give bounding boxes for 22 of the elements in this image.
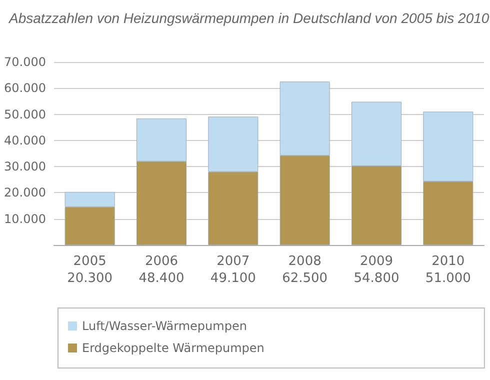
x-tick-label: 2010 — [432, 254, 465, 269]
legend-label: Luft/Wasser-Wärmepumpen — [82, 319, 247, 333]
x-tick-label: 2005 — [73, 254, 106, 269]
x-tick-label: 2009 — [360, 254, 394, 269]
y-tick-label: 10.000 — [4, 212, 46, 226]
x-tick-label: 2008 — [288, 254, 322, 269]
total-label: 20.300 — [67, 271, 113, 286]
x-tick-label: 2007 — [216, 254, 250, 269]
y-tick-label: 30.000 — [4, 160, 46, 174]
y-tick-label: 20.000 — [4, 186, 46, 200]
y-tick-label: 70.000 — [4, 55, 46, 69]
chart-title: Absatzzahlen von Heizungswärmepumpen in Deutschland von 2005 bis 2010 — [8, 10, 490, 26]
y-tick-label: 40.000 — [4, 133, 46, 148]
total-label: 51.000 — [425, 271, 471, 286]
total-label: 54.800 — [354, 271, 400, 286]
x-tick-label: 2006 — [144, 254, 178, 269]
y-tick-label: 50.000 — [4, 107, 46, 122]
total-label: 49.100 — [210, 271, 256, 286]
legend-label: Erdgekoppelte Wärmepumpen — [82, 341, 264, 355]
total-label: 48.400 — [138, 271, 184, 286]
total-label: 62.500 — [282, 271, 328, 286]
y-tick-label: 60.000 — [4, 81, 46, 96]
